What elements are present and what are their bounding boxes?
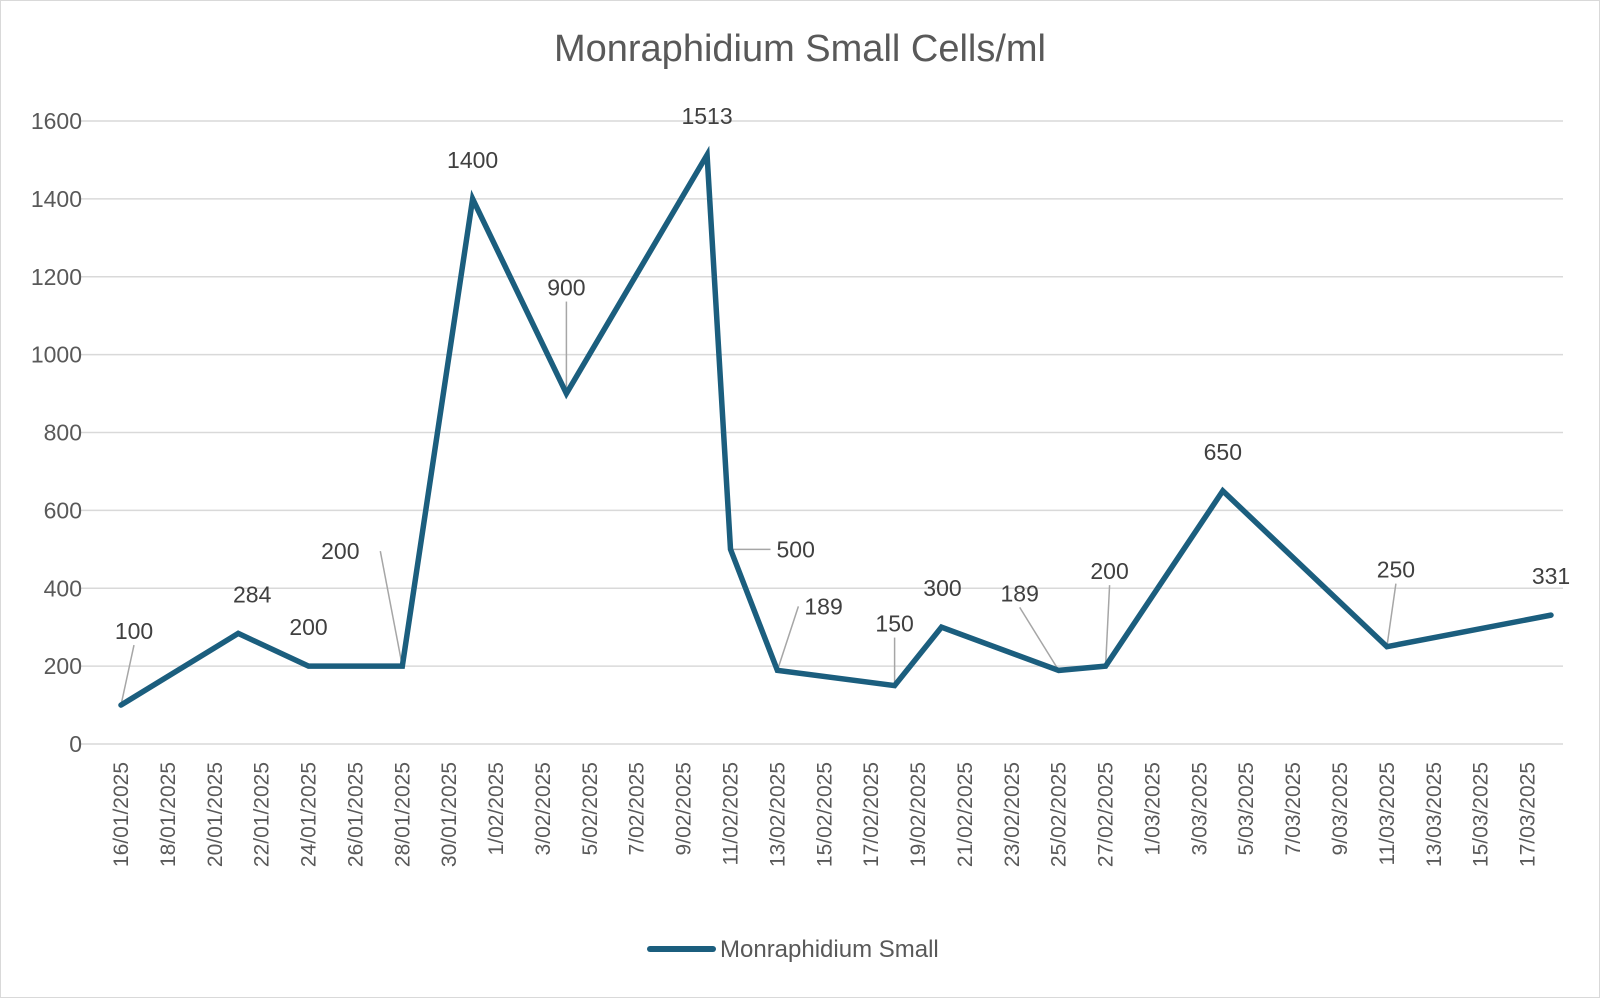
data-label: 150 xyxy=(875,611,913,637)
leader-line xyxy=(1104,585,1111,667)
series-line xyxy=(118,145,1554,708)
leader-line xyxy=(120,644,135,706)
y-tick-label: 800 xyxy=(44,420,82,446)
x-tick-label: 17/03/2025 xyxy=(1517,762,1540,867)
data-point xyxy=(894,685,896,687)
label-leader-lines xyxy=(120,301,1397,706)
x-tick-label: 22/01/2025 xyxy=(251,762,274,867)
y-tick-label: 0 xyxy=(69,731,82,757)
x-tick-label: 9/02/2025 xyxy=(673,762,696,855)
data-labels: 100 284 200 200 1400 900 1513 500 189 150 300 189 20… xyxy=(115,103,1570,644)
data-point xyxy=(1550,614,1552,616)
data-point xyxy=(1058,669,1060,671)
x-tick-label: 5/03/2025 xyxy=(1235,762,1258,855)
x-tick-label: 13/03/2025 xyxy=(1423,762,1446,867)
data-label: 189 xyxy=(1001,580,1039,606)
y-tick-label: 200 xyxy=(44,653,82,679)
leader-line xyxy=(379,550,404,667)
x-tick-label: 13/02/2025 xyxy=(766,762,789,867)
x-tick-label: 30/01/2025 xyxy=(438,762,461,867)
data-label: 300 xyxy=(923,575,961,601)
data-label: 200 xyxy=(1090,558,1128,584)
data-point xyxy=(1386,646,1388,648)
legend: Monraphidium Small xyxy=(647,936,939,963)
x-tick-label: 16/01/2025 xyxy=(110,762,133,867)
data-label: 284 xyxy=(233,581,272,607)
y-tick-label: 600 xyxy=(44,497,82,523)
data-label: 100 xyxy=(115,618,153,644)
x-tick-label: 7/03/2025 xyxy=(1282,762,1305,855)
x-axis: 16/01/2025 18/01/2025 20/01/2025 22/01/2025… xyxy=(110,762,1540,867)
x-tick-label: 7/02/2025 xyxy=(626,762,649,855)
plot-area xyxy=(118,145,1554,708)
x-tick-label: 9/03/2025 xyxy=(1329,762,1352,855)
y-tick-label: 1400 xyxy=(31,186,82,212)
x-tick-label: 11/02/2025 xyxy=(720,762,743,866)
x-tick-label: 1/03/2025 xyxy=(1141,762,1164,855)
gridlines xyxy=(80,120,1563,745)
x-tick-label: 15/03/2025 xyxy=(1470,762,1493,867)
x-tick-label: 24/01/2025 xyxy=(298,762,321,867)
x-tick-label: 21/02/2025 xyxy=(954,762,977,867)
data-label: 250 xyxy=(1377,557,1415,583)
y-tick-label: 1200 xyxy=(31,264,82,290)
data-label: 189 xyxy=(804,593,842,619)
x-tick-label: 28/01/2025 xyxy=(391,762,414,867)
leader-line xyxy=(776,606,800,671)
y-axis: 0 200 400 600 800 1000 1200 1400 1600 xyxy=(31,108,82,757)
data-label: 650 xyxy=(1204,439,1242,465)
y-tick-label: 400 xyxy=(44,575,82,601)
x-tick-label: 3/02/2025 xyxy=(532,762,555,855)
data-label: 200 xyxy=(321,538,359,564)
leader-line xyxy=(1386,583,1397,647)
data-point xyxy=(237,632,239,634)
x-tick-label: 15/02/2025 xyxy=(813,762,836,867)
data-point xyxy=(565,393,567,395)
data-label: 900 xyxy=(547,275,585,301)
x-tick-label: 18/01/2025 xyxy=(157,762,180,867)
data-point xyxy=(706,154,708,156)
data-point xyxy=(940,626,942,628)
x-tick-label: 3/03/2025 xyxy=(1188,762,1211,855)
chart-title: Monraphidium Small Cells/ml xyxy=(553,28,1047,70)
data-label: 1513 xyxy=(681,103,732,129)
leader-line xyxy=(1019,607,1060,671)
data-point xyxy=(472,198,474,200)
data-point xyxy=(1222,490,1224,492)
x-tick-label: 27/02/2025 xyxy=(1095,762,1118,867)
data-point xyxy=(401,665,403,667)
legend-label: Monraphidium Small xyxy=(720,936,939,963)
x-tick-label: 1/02/2025 xyxy=(485,762,508,855)
data-point xyxy=(730,548,732,550)
x-tick-label: 17/02/2025 xyxy=(860,762,883,867)
data-label: 331 xyxy=(1532,563,1570,589)
data-label: 1400 xyxy=(447,147,498,173)
x-tick-label: 19/02/2025 xyxy=(907,762,930,867)
y-tick-label: 1600 xyxy=(31,108,82,134)
data-point xyxy=(776,669,778,671)
data-point xyxy=(308,665,310,667)
data-label: 500 xyxy=(777,536,815,562)
x-tick-label: 5/02/2025 xyxy=(579,762,602,855)
data-point xyxy=(120,704,122,706)
x-tick-label: 26/01/2025 xyxy=(344,762,367,867)
x-tick-label: 20/01/2025 xyxy=(204,762,227,867)
data-label: 200 xyxy=(289,614,327,640)
x-tick-label: 25/02/2025 xyxy=(1048,762,1071,867)
x-tick-label: 23/02/2025 xyxy=(1001,762,1024,867)
x-tick-label: 11/03/2025 xyxy=(1376,762,1399,866)
y-tick-label: 1000 xyxy=(31,342,82,368)
data-point xyxy=(1105,665,1107,667)
